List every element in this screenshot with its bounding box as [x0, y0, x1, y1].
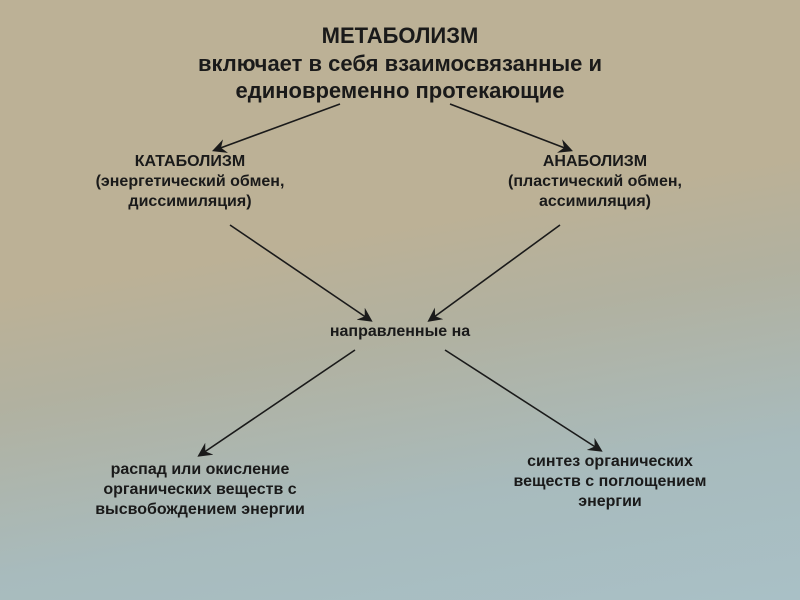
- node-anabolism: АНАБОЛИЗМ (пластический обмен, ассимиляц…: [470, 152, 720, 212]
- katabolism-line3: диссимиляция): [128, 193, 251, 210]
- node-directed: направленные на: [300, 322, 500, 342]
- decay-line1: распад или окисление: [111, 461, 290, 478]
- katabolism-line2: (энергетический обмен,: [96, 173, 285, 190]
- anabolism-line2: (пластический обмен,: [508, 173, 682, 190]
- decay-line3: высвобождением энергии: [95, 501, 305, 518]
- title-line3: единовременно протекающие: [236, 78, 565, 103]
- edge-katabolism-to-directed: [230, 225, 370, 320]
- title-line1: МЕТАБОЛИЗМ: [322, 23, 479, 48]
- katabolism-line1: КАТАБОЛИЗМ: [135, 153, 245, 170]
- anabolism-line1: АНАБОЛИЗМ: [543, 153, 647, 170]
- anabolism-line3: ассимиляция): [539, 193, 651, 210]
- edge-directed-to-decay: [200, 350, 355, 455]
- edge-title-to-katabolism: [215, 104, 340, 150]
- node-katabolism: КАТАБОЛИЗМ (энергетический обмен, диссим…: [60, 152, 320, 212]
- node-decay: распад или окисление органических вещест…: [65, 460, 335, 520]
- edge-anabolism-to-directed: [430, 225, 560, 320]
- edge-directed-to-synthesis: [445, 350, 600, 450]
- node-synthesis: синтез органических веществ с поглощение…: [480, 452, 740, 512]
- directed-text: направленные на: [330, 323, 470, 340]
- synthesis-line3: энергии: [578, 493, 642, 510]
- decay-line2: органических веществ с: [103, 481, 296, 498]
- title-block: МЕТАБОЛИЗМ включает в себя взаимосвязанн…: [160, 22, 640, 105]
- synthesis-line2: веществ с поглощением: [514, 473, 707, 490]
- edge-title-to-anabolism: [450, 104, 570, 150]
- synthesis-line1: синтез органических: [527, 453, 693, 470]
- title-line2: включает в себя взаимосвязанные и: [198, 51, 602, 76]
